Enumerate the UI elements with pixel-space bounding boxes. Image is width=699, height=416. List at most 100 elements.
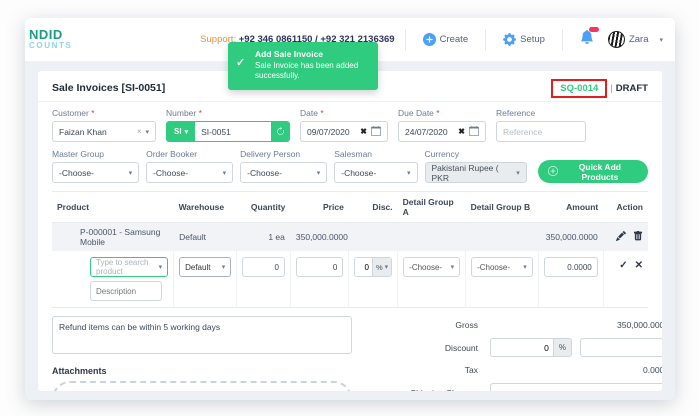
app-logo: NDID COUNTS (25, 28, 72, 50)
cell-amount: 350,000.0000 (538, 222, 604, 251)
create-button[interactable]: Create (416, 33, 476, 46)
currency-select[interactable]: Pakistani Rupee ( PKR ▾ (424, 162, 527, 183)
discount-unit-dropdown[interactable]: % ▾ (371, 258, 392, 276)
order-booker-value: -Choose- (153, 167, 189, 178)
warehouse-value: Default (185, 262, 211, 272)
customer-select[interactable]: Faizan Khan × ▾ (52, 121, 156, 142)
chevron-down-icon: ▾ (516, 169, 520, 177)
required-asterisk: * (320, 108, 324, 118)
chevron-down-icon: ▾ (222, 169, 227, 177)
refresh-number-button[interactable] (271, 122, 289, 141)
app-window: NDID COUNTS Support: +92 346 0861150 / +… (25, 18, 675, 400)
description-input[interactable] (90, 281, 162, 301)
date-picker[interactable]: ✖ (300, 121, 388, 142)
quick-add-products-button[interactable]: Quick Add Products (537, 160, 649, 183)
delivery-person-value: -Choose- (247, 167, 283, 178)
shipping-row: Shipping Charges (388, 383, 662, 391)
currency-value: Pakistani Rupee ( PKR (431, 162, 499, 183)
quantity-input[interactable] (242, 257, 285, 277)
due-date-input[interactable] (405, 126, 455, 137)
delivery-person-select[interactable]: -Choose- ▾ (240, 162, 328, 183)
form-row-1: Customer * Faizan Khan × ▾ Number * SI ▾ (52, 108, 648, 142)
order-booker-field: Order Booker -Choose- ▾ (146, 149, 234, 183)
master-group-value: -Choose- (59, 167, 94, 178)
salesman-select[interactable]: -Choose- ▾ (334, 162, 418, 183)
amount-input[interactable] (543, 257, 598, 277)
discount-percent-input[interactable] (491, 339, 553, 356)
chevron-down-icon: ▾ (523, 264, 527, 271)
confirm-row-icon[interactable]: ✓ (619, 260, 628, 271)
reference-label: Reference (496, 108, 536, 118)
product-search-placeholder: Type to search product (96, 258, 149, 276)
setup-label: Setup (520, 34, 545, 45)
detail-group-a-select[interactable]: -Choose- ▾ (403, 257, 461, 277)
master-group-select[interactable]: -Choose- ▾ (52, 162, 140, 183)
reference-input[interactable] (496, 121, 586, 142)
due-date-label: Due Date (398, 108, 434, 118)
product-search-select[interactable]: Type to search product ▾ (90, 257, 169, 277)
percent-addon: % (552, 339, 571, 356)
column-header-detail-group-b: Detail Group B (465, 191, 539, 223)
cell-detail-group-a (397, 222, 467, 251)
calendar-icon[interactable] (371, 125, 381, 138)
currency-field: Currency Pakistani Rupee ( PKR ▾ (424, 149, 527, 183)
topbar-divider (561, 28, 563, 51)
column-header-price: Price (290, 191, 349, 223)
setup-button[interactable]: Setup (496, 33, 552, 46)
table-header-row: Product Warehouse Quantity Price Disc. D… (52, 191, 648, 223)
salesman-field: Salesman -Choose- ▾ (334, 149, 418, 183)
number-field: Number * SI ▾ (166, 108, 290, 142)
clear-due-date-icon[interactable]: ✖ (458, 127, 465, 136)
success-toast[interactable]: ✓ Add Sale Invoice Sale Invoice has been… (228, 42, 378, 90)
support-label: Support: (200, 34, 237, 45)
number-prefix-dropdown[interactable]: SI ▾ (167, 122, 196, 141)
user-name: Zara (628, 34, 649, 45)
master-group-field: Master Group -Choose- ▾ (52, 149, 140, 183)
notes-attachments-column: Refund items can be within 5 working day… (52, 316, 352, 392)
quick-add-label: Quick Add Products (578, 161, 621, 182)
number-prefix: SI (174, 127, 182, 136)
notes-textarea[interactable]: Refund items can be within 5 working day… (52, 316, 352, 354)
status-separator: | (610, 82, 613, 94)
notifications-button[interactable] (573, 27, 601, 49)
cancel-row-icon[interactable]: ✕ (634, 260, 643, 271)
table-row: P-000001 - Samsung Mobile Default 1 ea 3… (52, 222, 648, 251)
price-input[interactable] (295, 257, 344, 277)
cell-disc (348, 222, 399, 251)
gross-row: Gross 350,000.0000 (388, 316, 662, 334)
calendar-icon[interactable] (469, 125, 479, 138)
doc-ref-badge[interactable]: SQ-0014 (551, 78, 608, 98)
plus-circle-outline-icon (547, 165, 558, 178)
file-dropzone[interactable]: Drop files here or Browse Files (52, 381, 352, 392)
line-items-table: Product Warehouse Quantity Price Disc. D… (52, 191, 648, 308)
shipping-input[interactable] (490, 383, 662, 391)
chevron-down-icon: ▾ (145, 128, 149, 136)
discount-percent-group: % (490, 338, 572, 357)
edit-row-icon[interactable] (616, 230, 627, 243)
discount-input[interactable] (355, 258, 372, 276)
user-menu[interactable]: Zara (601, 31, 656, 48)
warehouse-select[interactable]: Default ▾ (179, 257, 232, 277)
chevron-down-icon[interactable]: ▾ (659, 36, 663, 44)
clear-selection-icon[interactable]: × (136, 127, 142, 136)
chevron-down-icon: ▾ (158, 264, 163, 271)
browse-files-button[interactable]: Browse Files (202, 391, 274, 392)
chevron-down-icon: ▾ (128, 169, 133, 177)
topbar-divider (485, 28, 487, 51)
discount-amount-input[interactable] (580, 338, 662, 357)
notification-badge (588, 27, 599, 32)
clear-date-icon[interactable]: ✖ (360, 127, 367, 136)
master-group-label: Master Group (52, 149, 104, 159)
cell-quantity: 1 ea (236, 222, 291, 251)
number-input[interactable] (195, 122, 271, 141)
order-booker-select[interactable]: -Choose- ▾ (146, 162, 234, 183)
due-date-picker[interactable]: ✖ (398, 121, 486, 142)
delete-row-icon[interactable] (633, 231, 643, 243)
number-label: Number (166, 108, 197, 118)
page-title: Sale Invoices [SI-0051] (52, 82, 166, 94)
detail-group-b-select[interactable]: -Choose- ▾ (471, 257, 533, 277)
check-icon: ✓ (236, 57, 246, 69)
chevron-down-icon: ▾ (384, 264, 389, 271)
bottom-section: Refund items can be within 5 working day… (52, 316, 662, 392)
date-input[interactable] (307, 126, 357, 137)
